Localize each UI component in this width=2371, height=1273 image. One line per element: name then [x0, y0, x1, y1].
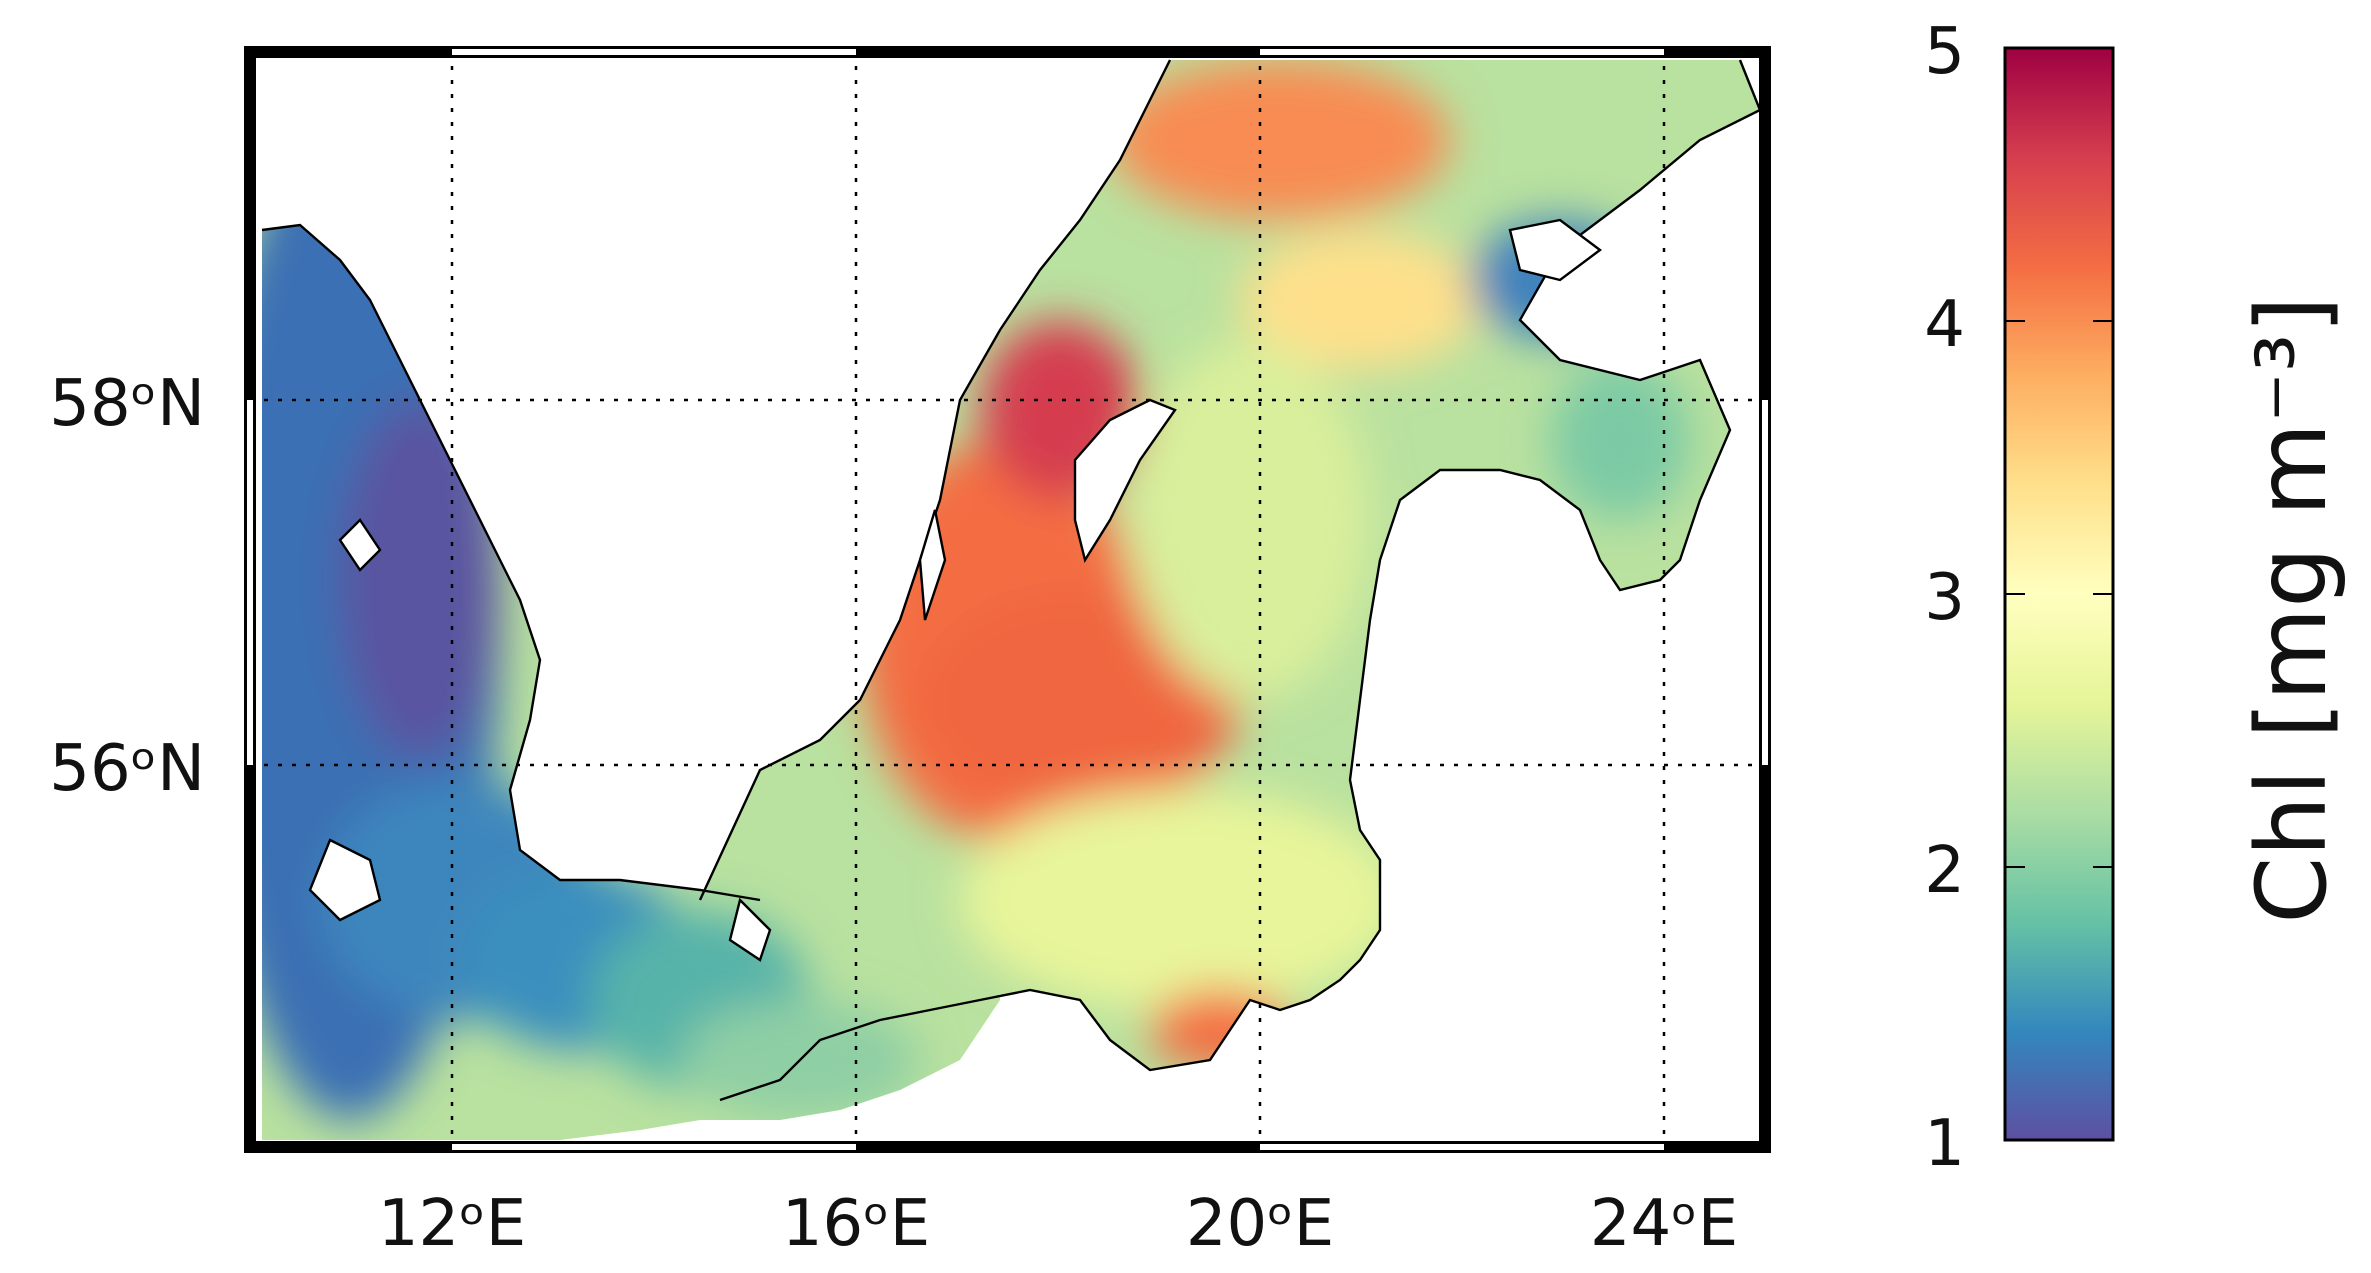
lon-tick-24: 24ᵒE	[1590, 1187, 1738, 1261]
graticule	[250, 52, 1765, 1147]
colorbar-tick-4: 4	[1924, 288, 1965, 362]
colorbar-tick-3: 3	[1924, 561, 1965, 635]
lon-tick-12: 12ᵒE	[378, 1187, 526, 1261]
lon-tick-20: 20ᵒE	[1186, 1187, 1334, 1261]
coastline	[261, 59, 1762, 1102]
colorbar-tick-1: 1	[1924, 1107, 1965, 1181]
colorbar: 1 2 3 4 5 Chl [mg m⁻³]	[1924, 15, 2348, 1181]
lon-tick-16: 16ᵒE	[782, 1187, 930, 1261]
colorbar-tick-5: 5	[1924, 15, 1965, 89]
lat-tick-58: 58ᵒN	[49, 367, 205, 441]
colorbar-tick-2: 2	[1924, 834, 1965, 908]
map-frame	[244, 46, 1771, 1153]
colorbar-title: Chl [mg m⁻³]	[2236, 296, 2348, 924]
lat-tick-56: 56ᵒN	[49, 732, 205, 806]
